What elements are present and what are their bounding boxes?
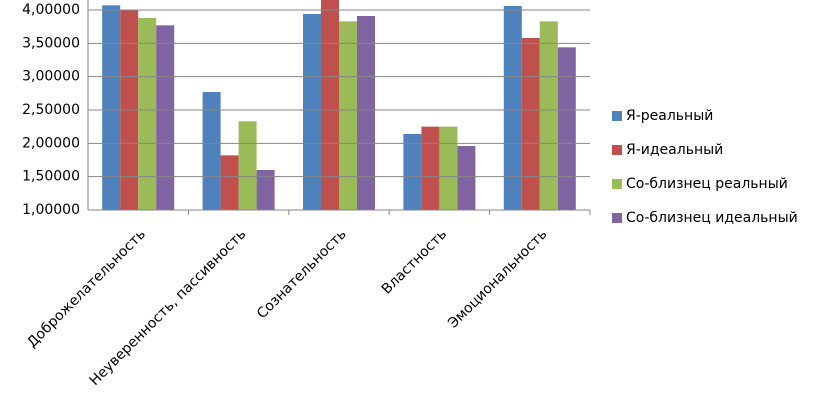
bar <box>339 21 357 210</box>
y-tick-label: 1,00000 <box>22 202 80 218</box>
bar <box>256 170 275 210</box>
bar <box>539 21 558 210</box>
x-tick-label: Неуверенность, пассивность <box>87 226 250 389</box>
bar <box>138 18 157 210</box>
bar <box>421 126 440 210</box>
bar <box>457 146 476 210</box>
y-tick-label: 1,50000 <box>22 169 80 185</box>
legend-label: Со-близнец идеальный <box>626 210 798 226</box>
bar <box>503 6 522 210</box>
legend-swatch <box>612 111 622 121</box>
bar <box>202 92 221 210</box>
y-tick-label: 2,50000 <box>22 102 80 118</box>
legend-label: Со-близнец реальный <box>626 176 788 192</box>
legend-swatch <box>612 179 622 189</box>
bar <box>156 25 175 210</box>
bars <box>102 0 576 210</box>
bar <box>439 126 458 210</box>
legend-swatch <box>612 213 622 223</box>
y-tick-label: 3,00000 <box>22 69 80 85</box>
bar <box>303 14 321 210</box>
bar <box>521 38 540 210</box>
bar <box>357 16 375 210</box>
y-tick-label: 4,00000 <box>22 2 80 18</box>
legend-swatch <box>612 145 622 155</box>
bar <box>238 121 257 210</box>
bar <box>557 47 576 210</box>
y-tick-label: 2,00000 <box>22 135 80 151</box>
bar <box>321 0 339 210</box>
legend-label: Я-идеальный <box>626 142 723 158</box>
bar <box>403 134 422 210</box>
x-tick-label: Сознательность <box>254 226 350 322</box>
x-tick-label: Эмоциональность <box>445 226 550 331</box>
x-tick-label: Властность <box>379 226 450 297</box>
y-tick-label: 3,50000 <box>22 35 80 51</box>
bar <box>102 5 121 210</box>
x-tick-label: Доброжелательность <box>24 226 149 351</box>
legend-label: Я-реальный <box>626 108 713 124</box>
bar <box>220 155 239 210</box>
